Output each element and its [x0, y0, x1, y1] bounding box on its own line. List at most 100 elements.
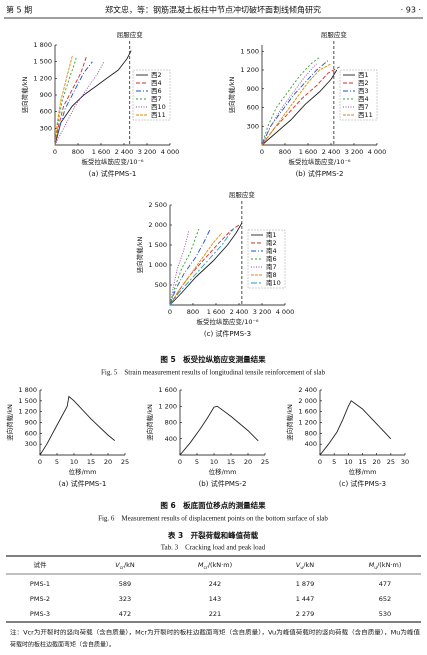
- series-line: [54, 55, 78, 146]
- header-symbol: M: [369, 561, 375, 569]
- table-cell: 143: [209, 595, 221, 603]
- legend-label: 西11: [151, 111, 166, 119]
- table-cell: PMS-1: [30, 580, 50, 588]
- figure-caption-en: Fig. 6 Measurement results of displaceme…: [98, 515, 328, 523]
- x-axis-label: 位移/mm: [69, 467, 97, 476]
- series-line: [169, 224, 240, 306]
- y-tick-label: 1 200: [298, 419, 317, 427]
- y-tick-label: 1 500: [148, 241, 167, 249]
- x-tick-label: 15: [87, 458, 95, 466]
- table-note: 荷载时的板柱边截面弯矩（含自质量）。: [10, 641, 115, 649]
- y-tick-label: 1 000: [148, 261, 167, 269]
- table-cell: 472: [119, 610, 131, 618]
- series-line: [54, 61, 105, 146]
- x-tick-label: 5: [332, 458, 336, 466]
- legend-label: 南7: [266, 262, 277, 271]
- y-tick-label: 500: [155, 281, 167, 289]
- y-tick-label: 2 000: [298, 397, 317, 405]
- page-number: · 93 ·: [401, 6, 421, 15]
- y-tick-label: 900: [40, 91, 52, 99]
- x-tick-label: 20: [104, 458, 112, 466]
- legend-label: 西1: [358, 71, 369, 79]
- legend-box: [339, 69, 378, 121]
- x-tick-label: 5: [195, 458, 199, 466]
- x-tick-label: 1 600: [299, 148, 318, 156]
- x-tick-label: 0: [168, 308, 172, 316]
- legend-label: 西6: [151, 87, 162, 95]
- y-tick-label: 800: [165, 419, 177, 427]
- legend-label: 西2: [151, 71, 162, 79]
- y-tick-label: 400: [305, 440, 317, 448]
- x-tick-label: 2 400: [322, 148, 341, 156]
- table-header: Mu/(kN·m): [369, 561, 402, 571]
- table-cell: PMS-2: [30, 595, 50, 603]
- series-line: [169, 222, 243, 306]
- y-tick-label: 300: [25, 440, 37, 448]
- y-tick-label: 1 200: [33, 74, 52, 82]
- y-axis-label: 竖向荷载/kN: [145, 404, 154, 441]
- x-tick-label: 10: [70, 458, 78, 466]
- y-tick-label: 2 500: [148, 201, 167, 209]
- table-cell: 477: [379, 580, 391, 588]
- y-tick-label: 1 500: [33, 58, 52, 66]
- table-cell: 1 879: [296, 580, 315, 588]
- series-line: [261, 63, 317, 146]
- x-tick-label: 1 600: [207, 308, 226, 316]
- y-tick-label: 400: [165, 435, 177, 443]
- annotation: 屈服应变: [321, 30, 348, 39]
- x-axis-label: 板受拉纵筋应变/10⁻⁶: [197, 317, 259, 326]
- figure-caption: 图 5 板受拉纵筋应变测量结果: [160, 354, 266, 364]
- x-axis-label: 位移/mm: [209, 467, 237, 476]
- chart-subtitle: (b) 试件PMS-2: [199, 479, 247, 488]
- y-axis-label: 竖向荷载/kN: [227, 76, 236, 113]
- figure-caption-en: Fig. 5 Strain measurement results of lon…: [101, 369, 325, 377]
- y-tick-label: 1 800: [18, 386, 37, 394]
- x-tick-label: 20: [373, 458, 381, 466]
- series-line: [179, 405, 259, 456]
- x-tick-label: 0: [178, 458, 182, 466]
- x-tick-label: 800: [187, 308, 199, 316]
- header-symbol: V: [296, 561, 301, 569]
- table-cell: 323: [119, 595, 131, 603]
- legend-label: 西10: [151, 103, 166, 111]
- legend-label: 西7: [358, 103, 369, 111]
- y-tick-label: 600: [25, 429, 37, 437]
- table-note: 注：Vcr为开裂时的竖向荷载（含自质量），Mcr为开裂时的板柱边截面弯矩（含自质…: [10, 629, 420, 637]
- x-tick-label: 3 200: [345, 148, 364, 156]
- x-tick-label: 4 000: [161, 148, 180, 156]
- header-sub: cr: [120, 565, 124, 571]
- series-line: [261, 63, 332, 146]
- x-tick-label: 20: [244, 458, 252, 466]
- annotation: 屈服应变: [117, 30, 144, 39]
- issue: 第 5 期: [6, 5, 32, 15]
- x-tick-label: 15: [227, 458, 235, 466]
- chart-subtitle: (c) 试件PMS-3: [339, 479, 386, 488]
- legend-label: 南1: [266, 230, 277, 239]
- series-line: [169, 230, 190, 306]
- chart-subtitle: (c) 试件PMS-3: [204, 329, 251, 338]
- y-tick-label: 1 200: [18, 408, 37, 416]
- y-tick-label: 1 800: [33, 41, 52, 49]
- header-unit: /kN: [124, 561, 135, 569]
- legend-label: 南6: [266, 254, 277, 263]
- annotation: 屈服应变: [229, 190, 256, 199]
- series-line: [319, 400, 392, 456]
- chart-subtitle: (b) 试件PMS-2: [296, 169, 344, 178]
- x-axis-label: 板受拉纵筋应变/10⁻⁶: [82, 157, 144, 166]
- legend-label: 南8: [266, 270, 277, 279]
- x-tick-label: 4 000: [368, 148, 387, 156]
- series-line: [261, 66, 340, 146]
- y-tick-label: 2 400: [298, 386, 317, 394]
- legend-label: 西4: [358, 95, 369, 103]
- series-line: [261, 69, 338, 146]
- header-sub: u: [374, 566, 377, 571]
- y-axis-label: 竖向荷载/kN: [20, 76, 29, 113]
- table-cell: 530: [379, 610, 391, 618]
- legend-label: 南4: [266, 246, 277, 255]
- x-tick-label: 2 400: [230, 308, 249, 316]
- figure-caption: 图 6 板底面位移点的测量结果: [160, 500, 266, 510]
- legend-label: 西7: [151, 95, 162, 103]
- x-tick-label: 30: [401, 458, 409, 466]
- y-tick-label: 2 000: [148, 221, 167, 229]
- x-tick-label: 0: [318, 458, 322, 466]
